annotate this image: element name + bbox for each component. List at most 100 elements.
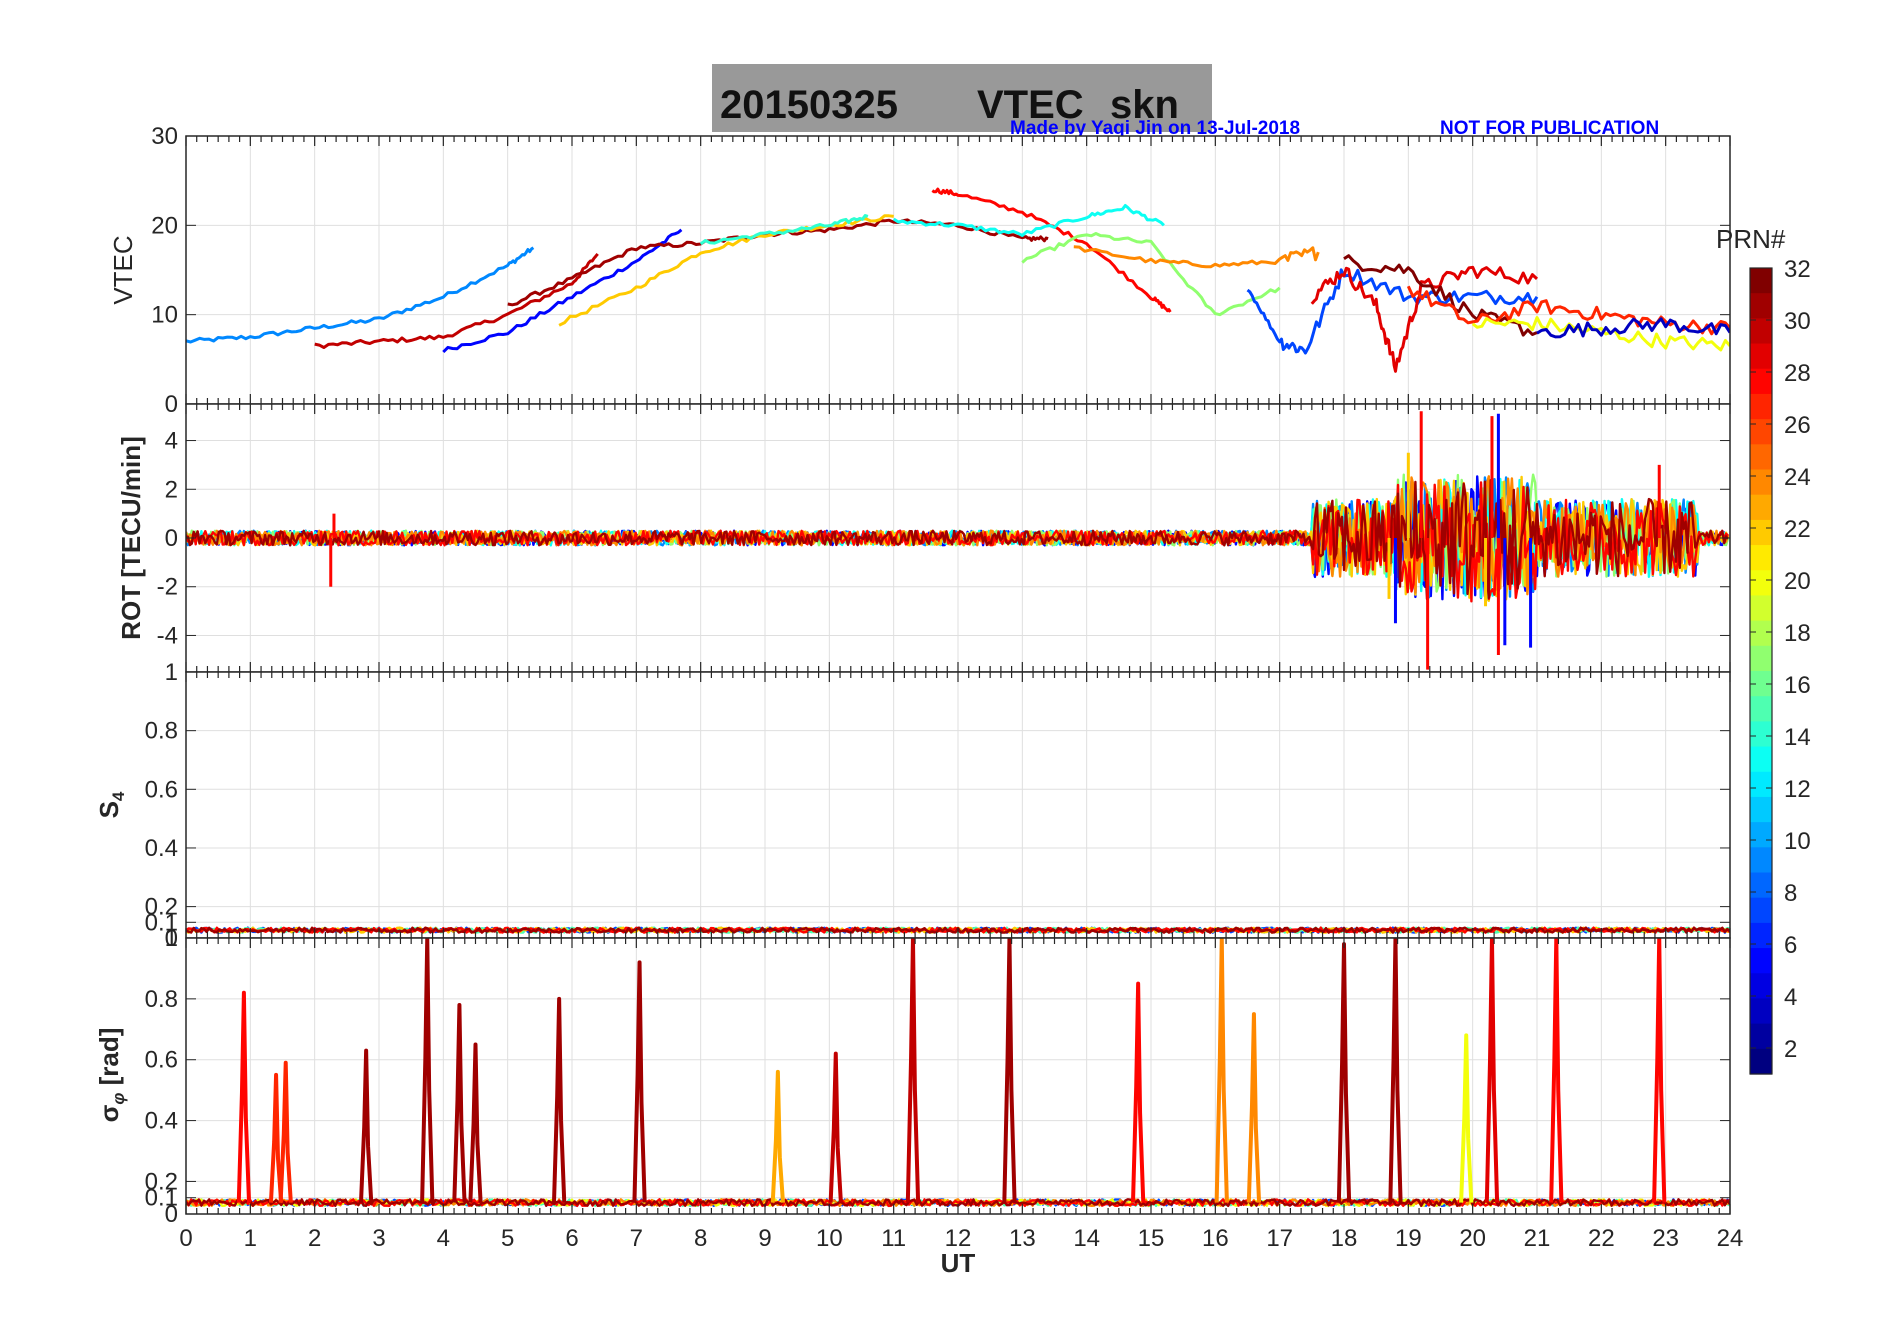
data-layer bbox=[186, 411, 1730, 670]
y-tick-label: 4 bbox=[165, 428, 178, 455]
colorbar-cell bbox=[1750, 620, 1772, 647]
y-tick-label: 30 bbox=[151, 123, 178, 150]
x-tick-label: 0 bbox=[179, 1225, 192, 1252]
rot-panel: -4 -2 0 2 4 bbox=[157, 403, 1731, 673]
sigma-spike-prn-27 bbox=[278, 1060, 293, 1203]
y-tick-label: 0.4 bbox=[145, 1108, 178, 1135]
vtec-line-prn-32 bbox=[1343, 254, 1538, 337]
vtec-line-prn-31 bbox=[507, 218, 1049, 307]
y-tick-label: 0 bbox=[165, 925, 178, 952]
vtec-line-prn-24 bbox=[1073, 245, 1320, 269]
colorbar-cell bbox=[1750, 519, 1772, 546]
colorbar-tick-label: 8 bbox=[1784, 880, 1797, 907]
colorbar-cell bbox=[1750, 570, 1772, 597]
colorbar-cell bbox=[1750, 293, 1772, 319]
x-tick-label: 7 bbox=[630, 1225, 643, 1252]
colorbar-tick-label: 32 bbox=[1784, 256, 1811, 283]
x-tick-label: 17 bbox=[1266, 1225, 1293, 1252]
sigma-spike-prn-24 bbox=[1246, 1012, 1262, 1203]
y-tick-label: 0.8 bbox=[145, 718, 178, 745]
sigma-spike-prn-31 bbox=[358, 1048, 374, 1203]
x-tick-label: 23 bbox=[1652, 1225, 1679, 1252]
y-tick-label: 0 bbox=[165, 525, 178, 552]
colorbar-cell bbox=[1750, 494, 1772, 521]
colorbar-cell bbox=[1750, 268, 1772, 294]
rot-line-prn-24 bbox=[186, 475, 1730, 596]
sigma-spike-prn-31 bbox=[1002, 938, 1017, 1203]
sigma-spike-prn-28 bbox=[1652, 938, 1667, 1203]
colorbar-tick-label: 14 bbox=[1784, 724, 1811, 751]
colorbar-cell bbox=[1750, 1023, 1772, 1050]
colorbar-tick-label: 20 bbox=[1784, 568, 1811, 595]
colorbar-cell bbox=[1750, 645, 1772, 672]
colorbar-tick-label: 10 bbox=[1784, 828, 1811, 855]
x-tick-label: 11 bbox=[881, 1225, 906, 1252]
sigma-spike-prn-31 bbox=[632, 960, 647, 1203]
colorbar-tick-label: 26 bbox=[1784, 412, 1811, 439]
x-tick-label: 13 bbox=[1009, 1225, 1036, 1252]
vtec-line-prn-29 bbox=[1310, 265, 1539, 373]
y-tick-label: 0.4 bbox=[145, 835, 178, 862]
sigma-spike-prn-23 bbox=[770, 1069, 786, 1203]
sigma-spike-prn-31 bbox=[468, 1042, 483, 1203]
y-tick-label: 0.6 bbox=[145, 776, 178, 803]
vtec-panel: 0 10 20 30 bbox=[151, 123, 1731, 418]
y-tick-label: 0.1 bbox=[145, 1185, 178, 1212]
y-tick-label: 0.6 bbox=[145, 1047, 178, 1074]
x-tick-label: 22 bbox=[1588, 1225, 1615, 1252]
vtec-line-prn-22 bbox=[558, 214, 894, 327]
y-tick-label: 0.8 bbox=[145, 986, 178, 1013]
x-tick-label: 2 bbox=[308, 1225, 321, 1252]
sigma-spike-prn-30 bbox=[905, 938, 921, 1203]
x-tick-label: 16 bbox=[1202, 1225, 1229, 1252]
x-ticks bbox=[185, 938, 1731, 1214]
sigma-phi-panel: 00.10.20.40.60.810 1 2 3 4 5 6 7 8 9 10 11 12 13 14 15 1… bbox=[145, 925, 1744, 1252]
sigma-spike-prn-20 bbox=[1459, 1033, 1474, 1203]
colorbar-cell bbox=[1750, 897, 1772, 924]
colorbar-cell bbox=[1750, 671, 1772, 697]
colorbar-frame bbox=[1749, 267, 1773, 1075]
colorbar-tick-label: 2 bbox=[1784, 1036, 1797, 1063]
vtec-line-prn-5 bbox=[442, 228, 683, 354]
y-tick-label: 2 bbox=[165, 476, 178, 503]
x-tick-label: 15 bbox=[1138, 1225, 1165, 1252]
y-tick-label: 1 bbox=[165, 925, 178, 952]
y-tick-label: 10 bbox=[151, 302, 178, 329]
rot-line-prn-31 bbox=[186, 479, 1730, 601]
sigma-spike-prn-31 bbox=[452, 1002, 467, 1203]
colorbar-cell bbox=[1750, 1048, 1772, 1075]
title-date: 20150325 bbox=[720, 83, 898, 127]
colorbar-tick-label: 6 bbox=[1784, 932, 1797, 959]
colorbar-cell bbox=[1750, 469, 1772, 496]
x-tick-label: 20 bbox=[1459, 1225, 1486, 1252]
colorbar-cell bbox=[1750, 696, 1772, 722]
x-tick-label: 9 bbox=[758, 1225, 771, 1252]
colorbar-tick-label: 28 bbox=[1784, 360, 1811, 387]
sigma-spike-prn-27 bbox=[268, 1072, 284, 1203]
sigma-spike-prn-28 bbox=[1549, 938, 1564, 1203]
colorbar-tick-label: 24 bbox=[1784, 464, 1811, 491]
colorbar-cell bbox=[1750, 721, 1772, 748]
colorbar-tick-label: 22 bbox=[1784, 516, 1811, 543]
x-tick-label: 1 bbox=[244, 1225, 257, 1252]
y-tick-label: -4 bbox=[157, 622, 178, 649]
sigma-spike-prn-28 bbox=[1130, 981, 1146, 1203]
vtec-line-prn-30 bbox=[314, 252, 599, 349]
y-tick-label: 0 bbox=[165, 1201, 178, 1228]
y-tick-label: -2 bbox=[157, 574, 178, 601]
colorbar-cell bbox=[1750, 746, 1772, 773]
y-tick-label: 0.2 bbox=[145, 1168, 178, 1195]
sigma-spike-prn-29 bbox=[1484, 938, 1500, 1203]
x-ticks bbox=[185, 672, 1731, 938]
colorbar-tick-label: 30 bbox=[1784, 308, 1811, 335]
x-tick-label: 10 bbox=[816, 1225, 843, 1252]
y-tick-label: 0.1 bbox=[145, 909, 178, 936]
y-tick-label: 0 bbox=[165, 391, 178, 418]
vtec-ylabel: VTEC bbox=[108, 235, 138, 304]
colorbar-cell bbox=[1750, 595, 1772, 622]
x-ticks bbox=[185, 404, 1731, 672]
sigma-spike-prn-31 bbox=[420, 938, 435, 1203]
x-tick-label: 6 bbox=[565, 1225, 578, 1252]
